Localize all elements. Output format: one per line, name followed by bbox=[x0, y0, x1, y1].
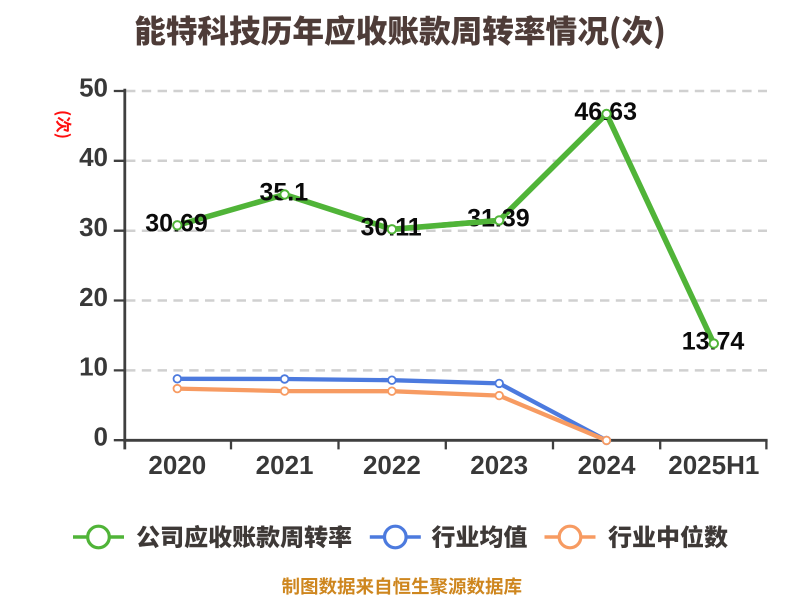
svg-text:10: 10 bbox=[79, 352, 108, 382]
svg-text:2023: 2023 bbox=[470, 450, 528, 480]
svg-text:2024: 2024 bbox=[578, 450, 636, 480]
svg-text:2020: 2020 bbox=[148, 450, 206, 480]
svg-text:30: 30 bbox=[79, 212, 108, 242]
svg-text:2021: 2021 bbox=[256, 450, 314, 480]
svg-text:0: 0 bbox=[94, 422, 108, 452]
svg-text:40: 40 bbox=[79, 142, 108, 172]
svg-text:20: 20 bbox=[79, 282, 108, 312]
svg-text:2022: 2022 bbox=[363, 450, 421, 480]
svg-text:2025H1: 2025H1 bbox=[668, 450, 759, 480]
svg-text:50: 50 bbox=[79, 72, 108, 102]
